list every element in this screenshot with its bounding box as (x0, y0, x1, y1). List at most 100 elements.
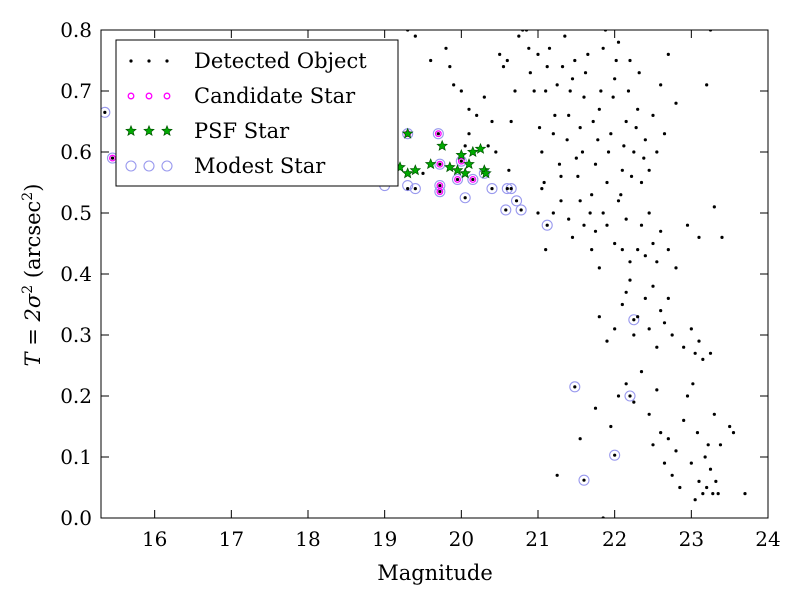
data-point (413, 187, 417, 191)
data-point (628, 278, 632, 282)
data-point (463, 196, 467, 200)
data-point (599, 89, 603, 93)
data-point (541, 219, 553, 231)
data-point (452, 83, 456, 87)
data-point (628, 58, 632, 63)
data-point (597, 315, 601, 319)
data-point (504, 208, 508, 212)
data-point (591, 119, 595, 124)
data-point (545, 65, 549, 69)
data-point (705, 485, 709, 490)
x-axis-label: Magnitude (377, 561, 493, 585)
legend-marker (161, 124, 173, 136)
legend-marker (163, 92, 171, 100)
data-point (728, 424, 732, 429)
data-point (708, 351, 713, 355)
data-point (459, 159, 463, 163)
series-detected-object (103, 30, 747, 518)
data-point (486, 183, 498, 195)
legend: Detected Object Candidate Star PSF Star Mod… (115, 39, 399, 187)
legend-marker (143, 160, 155, 172)
data-point (689, 461, 693, 465)
y-tick-label: 0.2 (60, 384, 92, 408)
data-point (542, 180, 546, 185)
data-point (544, 89, 548, 93)
data-point (601, 46, 605, 50)
data-point (632, 150, 636, 154)
data-point (567, 217, 571, 221)
data-point (685, 394, 690, 398)
data-point (436, 188, 444, 196)
legend-entry: Modest Star (125, 154, 326, 178)
data-point (619, 193, 623, 197)
data-point (457, 157, 465, 165)
data-point (507, 168, 511, 172)
data-point (637, 71, 641, 75)
data-point (537, 126, 542, 130)
data-point (557, 162, 562, 166)
data-point (651, 113, 655, 117)
data-point (662, 321, 667, 325)
data-point (628, 314, 640, 326)
plot-axes: 16 17 18 19 20 21 22 23 24 0.0 0.1 0.2 0.3 0.4 0.5 0.6 0… (60, 18, 781, 551)
data-point (505, 58, 509, 63)
data-point (436, 160, 444, 168)
data-point (463, 158, 475, 170)
data-point (666, 296, 670, 300)
data-point (578, 437, 582, 441)
data-point (643, 296, 647, 300)
data-point (486, 144, 490, 148)
data-point (697, 479, 701, 483)
data-point (406, 187, 410, 191)
data-point (424, 158, 437, 170)
data-point (573, 385, 577, 389)
data-point (643, 138, 647, 142)
data-point (614, 58, 618, 63)
data-point (490, 119, 494, 124)
y-tick-label: 0.7 (60, 79, 92, 103)
data-point (513, 89, 517, 93)
data-point (547, 46, 552, 50)
data-point (536, 52, 540, 57)
data-point (586, 52, 590, 57)
data-point (611, 95, 615, 99)
data-point (559, 199, 563, 203)
data-point (674, 449, 678, 453)
data-point (655, 388, 659, 392)
data-point (620, 248, 624, 252)
legend-marker (129, 59, 133, 63)
data-point (662, 132, 667, 136)
data-point (401, 127, 414, 139)
data-point (429, 58, 433, 63)
data-point (536, 211, 540, 215)
data-point (624, 382, 628, 386)
legend-marker (125, 160, 137, 172)
data-point (670, 333, 674, 337)
data-point (651, 241, 655, 246)
legend-entry: PSF Star (125, 119, 290, 143)
data-point (475, 113, 479, 117)
data-point (568, 89, 572, 93)
data-point (712, 205, 716, 209)
data-point (655, 150, 659, 154)
data-point (578, 474, 590, 486)
data-point (110, 156, 115, 160)
data-point (624, 390, 636, 402)
data-point (596, 138, 600, 142)
data-point (438, 190, 442, 194)
y-tick-label: 0.5 (60, 201, 92, 225)
legend-marker (145, 92, 153, 100)
y-axis-label-unit-sup: 2 (20, 192, 36, 201)
data-point (636, 248, 640, 252)
data-point (601, 211, 605, 215)
data-point (647, 211, 651, 215)
data-point (670, 473, 674, 477)
data-point (695, 431, 700, 435)
data-point (590, 248, 594, 252)
legend-marker (147, 59, 151, 63)
data-point (659, 229, 663, 233)
data-point (509, 187, 513, 191)
data-point (597, 266, 601, 270)
data-point (693, 351, 697, 355)
